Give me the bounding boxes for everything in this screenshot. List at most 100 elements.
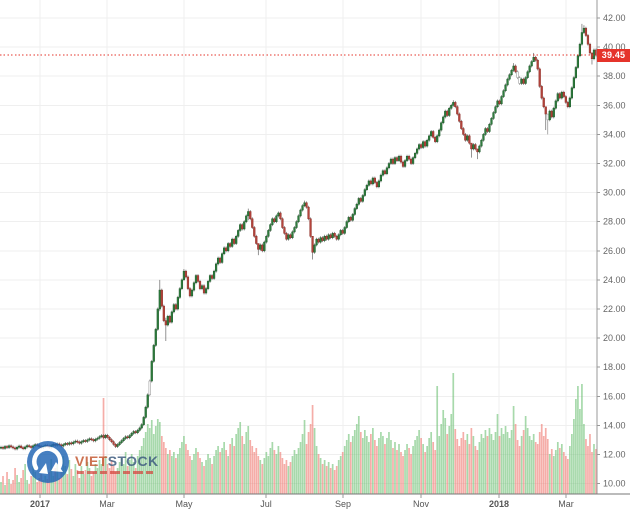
candle-body	[448, 107, 451, 116]
candle-body	[560, 91, 563, 99]
volume-bar	[124, 452, 127, 494]
candle-body	[50, 445, 53, 448]
volume-bar	[470, 428, 473, 494]
candle-body	[466, 135, 469, 141]
candle-body	[3, 446, 7, 449]
candle-body	[152, 345, 155, 362]
price-axis-label: 18.00	[603, 362, 626, 372]
volume-bar	[482, 438, 485, 494]
volume-bar	[211, 464, 213, 494]
volume-bar	[575, 399, 577, 494]
candle-body	[261, 244, 264, 252]
candle-body	[428, 135, 431, 141]
price-axis-label: 28.00	[603, 217, 626, 227]
volume-bar	[245, 432, 248, 494]
candle-body	[580, 32, 584, 45]
volume-bar	[534, 442, 537, 494]
time-axis-label: May	[175, 499, 193, 509]
candle-body	[46, 445, 49, 447]
candle-body	[516, 71, 519, 78]
volume-bar	[532, 434, 535, 494]
volume-bar	[275, 454, 278, 494]
volume-bar	[554, 450, 557, 494]
volume-bar	[152, 434, 155, 494]
candle-body	[436, 135, 439, 142]
candle-body	[214, 263, 218, 272]
volume-bar	[339, 456, 342, 494]
volume-bar	[361, 438, 364, 494]
volume-bar	[526, 428, 529, 494]
candle-body	[319, 237, 322, 243]
volume-bar	[321, 464, 324, 494]
candle-body	[496, 100, 499, 108]
candle-body	[283, 227, 286, 234]
volume-bar	[22, 470, 24, 494]
candle-body	[566, 102, 569, 108]
volume-bar	[506, 432, 509, 494]
volume-bar	[179, 448, 181, 494]
candle-body	[42, 446, 45, 448]
candle-body	[48, 445, 51, 448]
volume-bar	[412, 446, 414, 494]
volume-bar	[349, 442, 352, 494]
volume-bar	[229, 444, 232, 494]
volume-bar	[428, 438, 431, 494]
volume-bar	[271, 442, 274, 494]
candle-body	[397, 155, 401, 161]
candle-body	[468, 135, 471, 144]
candle-body	[317, 238, 320, 243]
candle-body	[321, 237, 324, 241]
volume-bar	[530, 440, 533, 494]
volume-bar	[187, 450, 189, 494]
candle-body	[510, 70, 513, 75]
candle-body	[38, 445, 41, 447]
candle-body	[367, 180, 370, 186]
candle-body	[223, 247, 226, 254]
volume-bar	[392, 448, 394, 494]
candle-body	[379, 174, 383, 182]
volume-bar	[128, 460, 131, 494]
volume-bar	[309, 424, 312, 494]
candle-body	[508, 74, 511, 80]
volume-bar	[418, 430, 420, 494]
volume-bar	[104, 456, 107, 494]
candle-body	[586, 35, 590, 45]
candle-body	[249, 211, 252, 220]
volume-bar	[56, 464, 59, 494]
volume-bar	[577, 386, 579, 494]
volume-bar	[243, 444, 246, 494]
candle-body	[60, 444, 63, 447]
volume-bar	[287, 466, 290, 494]
candle-body	[229, 243, 232, 247]
candle-body	[434, 137, 437, 142]
candle-body	[478, 145, 481, 153]
candle-body	[124, 436, 127, 439]
volume-bar	[579, 409, 581, 494]
last-price-badge: 39.45	[597, 49, 630, 62]
candle-body	[584, 27, 588, 36]
volume-bar	[589, 434, 591, 494]
candle-body	[391, 158, 395, 164]
candle-body	[146, 394, 149, 408]
price-axis-label: 26.00	[603, 246, 626, 256]
volume-bar	[261, 464, 264, 494]
volume-bar	[329, 468, 332, 494]
volume-bar	[347, 434, 350, 494]
candle-body	[544, 106, 547, 115]
candle-body	[456, 106, 459, 115]
volume-bar	[70, 469, 73, 494]
volume-bar	[408, 448, 410, 494]
candle-body	[86, 439, 89, 442]
candle-body	[536, 59, 539, 70]
candle-body	[446, 110, 449, 116]
candle-body	[15, 446, 19, 450]
candle-body	[275, 215, 278, 222]
volume-bar	[552, 456, 555, 494]
candle-body	[572, 77, 575, 89]
volume-bar	[587, 446, 589, 494]
volume-bar	[368, 442, 370, 494]
candle-body	[444, 110, 447, 118]
volume-bar	[249, 440, 252, 494]
volume-bar	[426, 446, 428, 494]
